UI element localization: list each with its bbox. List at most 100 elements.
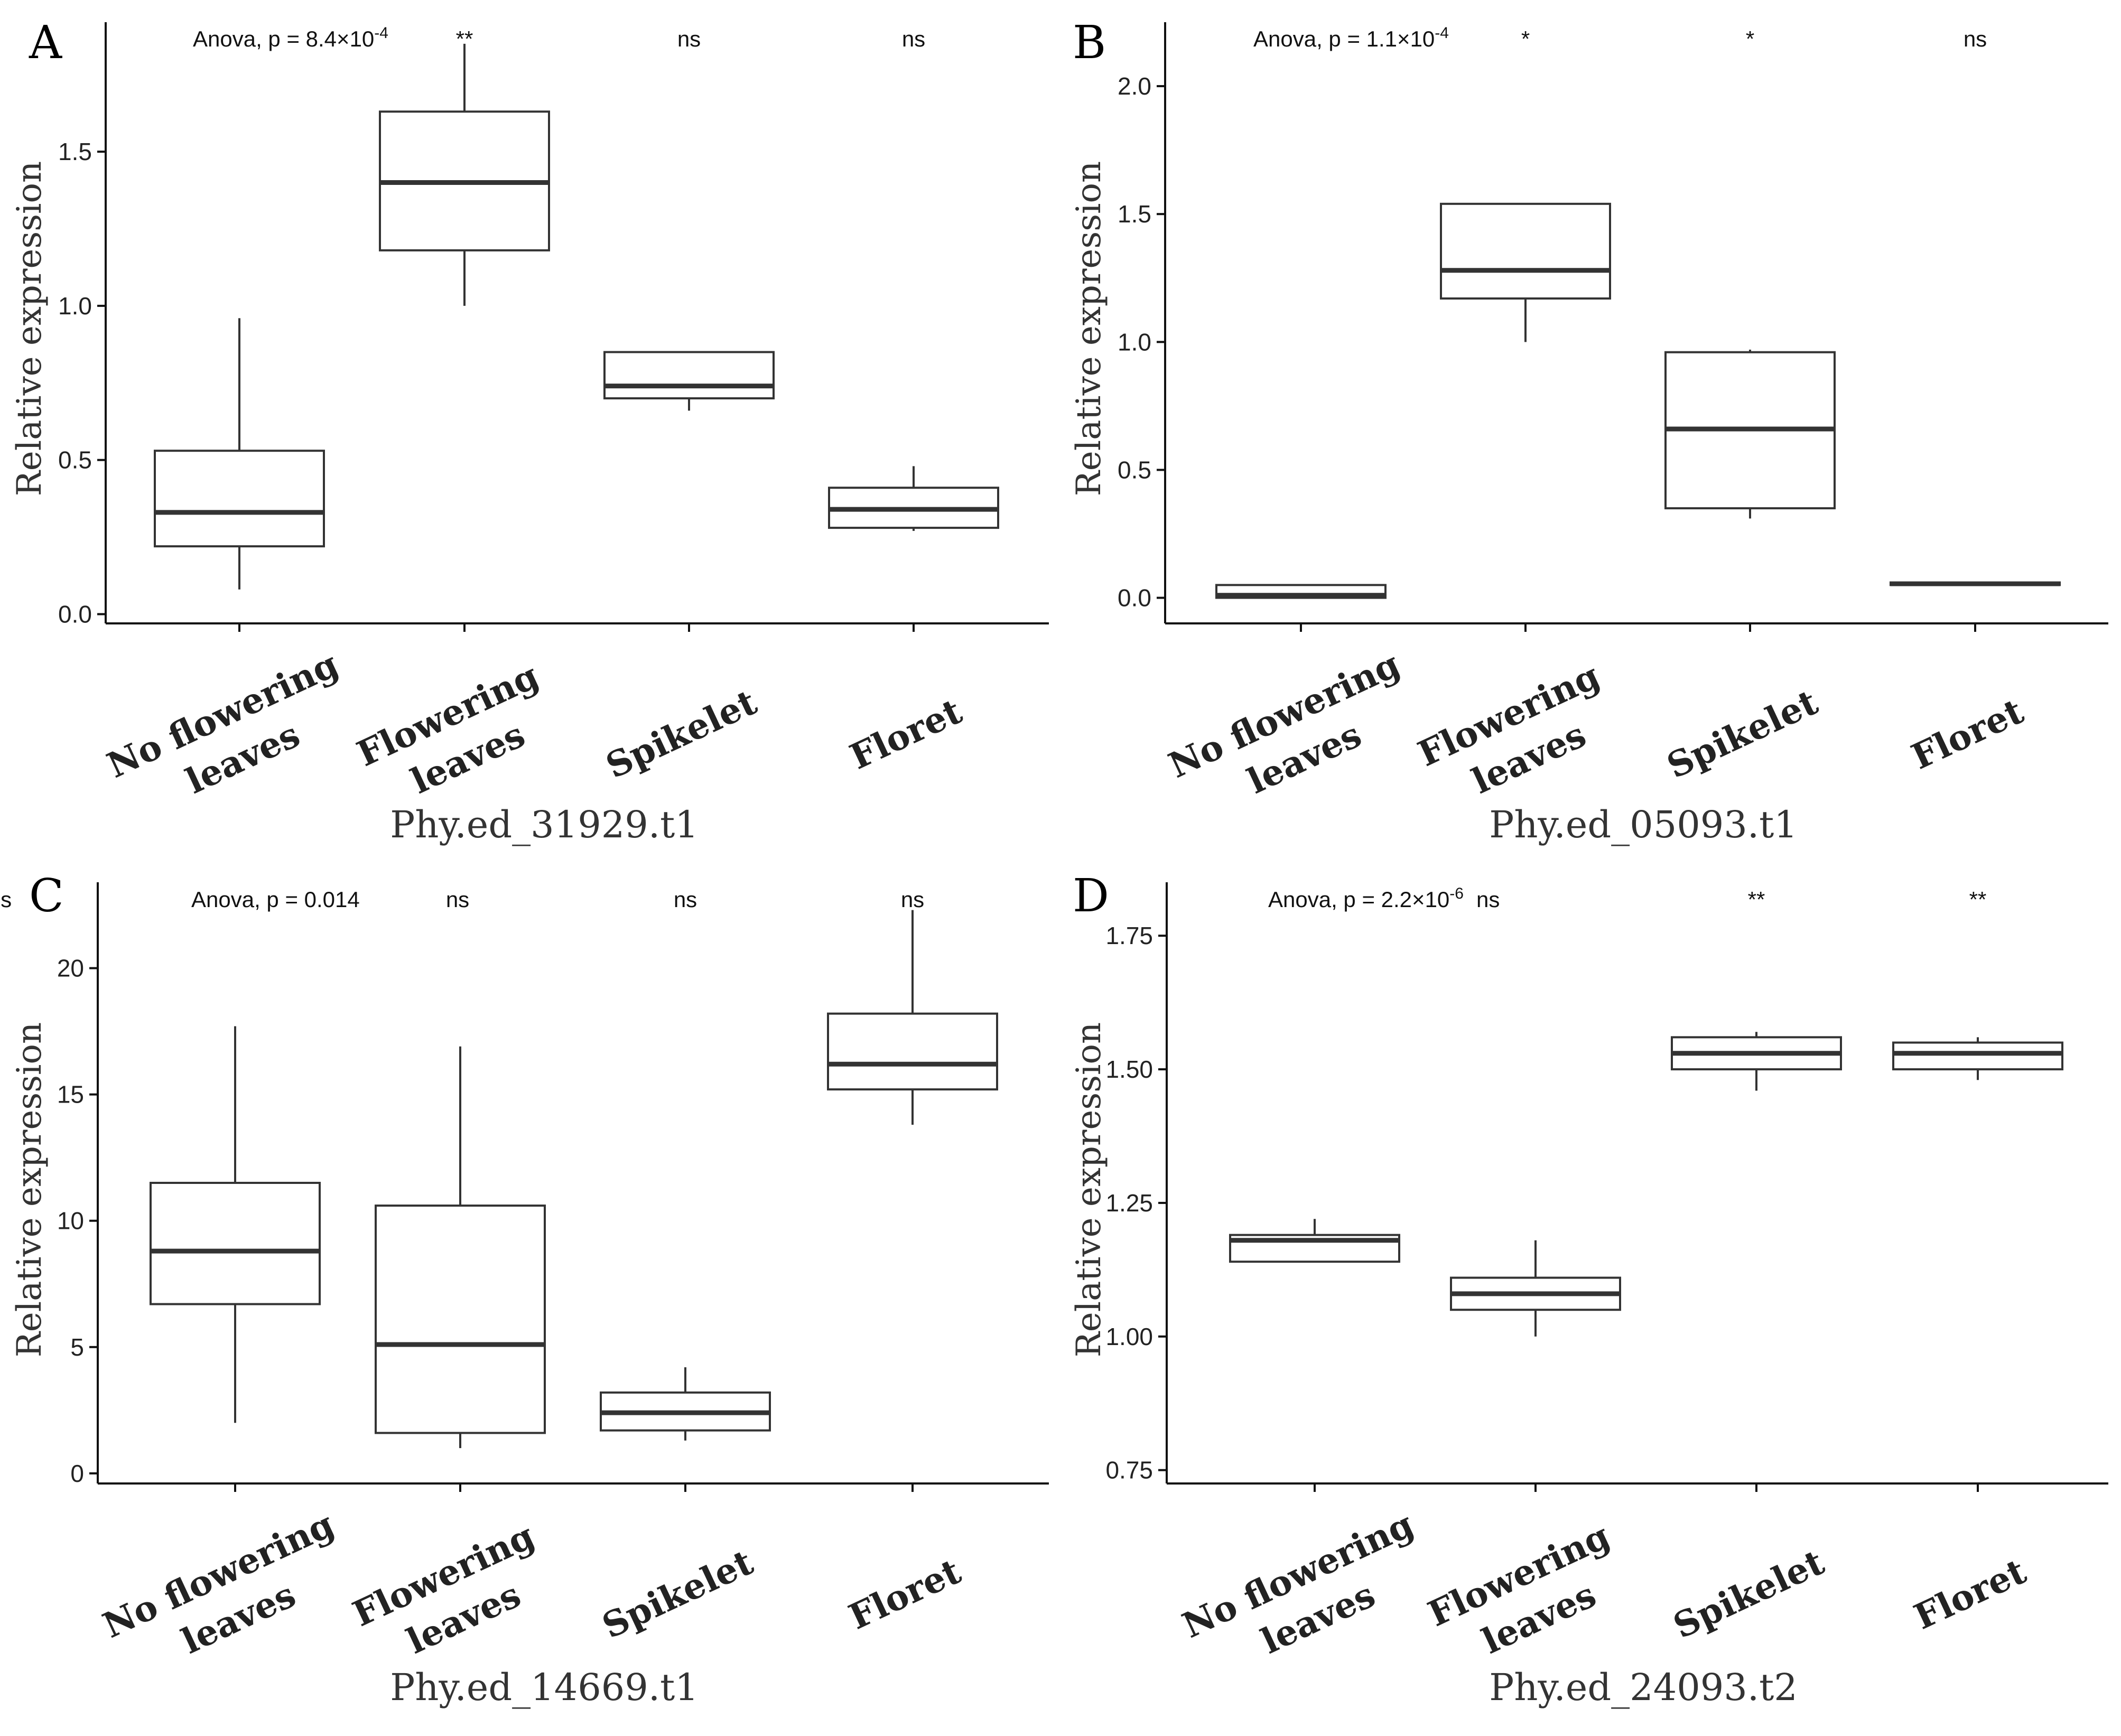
x-tick-label: Floret bbox=[1905, 690, 2030, 777]
iqr-box bbox=[375, 1205, 546, 1434]
y-tick-label: 20 bbox=[57, 955, 84, 982]
box-3: Floret ** bbox=[1892, 887, 2063, 1638]
y-tick-label: 1.00 bbox=[1105, 1323, 1153, 1350]
x-tick-label-line: Spikelet bbox=[1661, 681, 1824, 786]
x-axis-title: Phy.ed_05093.t1 bbox=[1489, 803, 1798, 846]
box-1: Floweringleaves ** bbox=[351, 26, 565, 818]
x-axis-title: Phy.ed_14669.t1 bbox=[390, 1666, 699, 1709]
box-2: Spikelet ** bbox=[1667, 887, 1842, 1647]
x-tick-label: Spikelet bbox=[596, 1541, 759, 1646]
y-tick-label: 1.5 bbox=[1118, 200, 1151, 228]
iqr-box bbox=[1892, 1041, 2063, 1071]
significance-label: ** bbox=[456, 26, 473, 51]
y-tick-label: 0.5 bbox=[58, 446, 92, 474]
y-tick-label: 0.0 bbox=[58, 600, 92, 628]
anova-prefix: Anova, p = bbox=[1253, 26, 1366, 51]
x-tick-label: Floret bbox=[1908, 1550, 2033, 1637]
x-tick-label-line: Floret bbox=[1908, 1550, 2033, 1637]
y-tick-label: 1.0 bbox=[1118, 328, 1151, 356]
anova-annotation: Anova, p = 8.4×10-4 bbox=[193, 24, 388, 51]
anova-mantissa: 2.2×10 bbox=[1381, 887, 1450, 912]
y-tick-label: 2.0 bbox=[1118, 72, 1151, 100]
x-tick-label: No floweringleaves bbox=[1162, 643, 1426, 829]
significance-label: * bbox=[1746, 26, 1754, 51]
x-tick-label: Floweringleaves bbox=[1422, 1515, 1636, 1678]
x-tick-label-line: Spikelet bbox=[600, 681, 763, 786]
x-tick-label: No floweringleaves bbox=[101, 643, 365, 829]
x-tick-label: No floweringleaves bbox=[97, 1504, 360, 1690]
anova-exponent: -4 bbox=[374, 24, 388, 42]
x-tick-label-line: Spikelet bbox=[1667, 1541, 1830, 1646]
y-tick-label: 1.75 bbox=[1105, 922, 1153, 949]
panel-A: A 0.0 0.5 1.0 1.5 Relative expression Phy.ed_3… bbox=[10, 16, 1049, 846]
box-0: No floweringleaves bbox=[1176, 1219, 1440, 1690]
panel-D: D 0.75 1.00 1.25 1.50 1.75 Relative expression… bbox=[1069, 870, 2108, 1709]
panel-B: B 0.0 0.5 1.0 1.5 2.0 Relative expression Phy.e… bbox=[1069, 16, 2108, 846]
y-tick-label: 5 bbox=[70, 1333, 84, 1361]
anova-prefix: Anova, p = bbox=[193, 26, 306, 51]
panel-letter: B bbox=[1073, 16, 1106, 69]
significance-label: ** bbox=[1748, 887, 1765, 912]
significance-label: ns bbox=[446, 887, 469, 912]
y-tick-label: 1.5 bbox=[58, 138, 92, 165]
x-tick-label: Floweringleaves bbox=[1412, 655, 1626, 818]
box-3: Floret ns bbox=[828, 26, 999, 778]
box-1: Floweringleaves * bbox=[1412, 26, 1626, 818]
significance-label: ns bbox=[901, 887, 924, 912]
x-tick-label: Floret bbox=[844, 690, 969, 777]
iqr-box bbox=[154, 450, 325, 548]
y-tick-label: 1.25 bbox=[1105, 1189, 1153, 1217]
anova-annotation: Anova, p = 1.1×10-4 bbox=[1253, 24, 1449, 51]
significance-label: * bbox=[1521, 26, 1530, 51]
significance-label: ns bbox=[674, 887, 697, 912]
significance-label: ns bbox=[1964, 26, 1987, 51]
x-tick-label-line: Floret bbox=[843, 1550, 968, 1637]
panel-letter: C bbox=[29, 870, 64, 922]
y-axis-label: Relative expression bbox=[1069, 1022, 1109, 1358]
y-tick-label: 0.5 bbox=[1118, 456, 1151, 483]
x-axis-title: Phy.ed_24093.t2 bbox=[1489, 1666, 1798, 1709]
y-tick-label: 0.75 bbox=[1105, 1457, 1153, 1484]
box-0: No floweringleaves bbox=[1162, 584, 1426, 829]
box-1: Floweringleaves ns bbox=[347, 887, 697, 1678]
anova-annotation: Anova, p = 2.2×10-6 ns bbox=[1268, 885, 1500, 912]
anova-extra: ns bbox=[1476, 887, 1500, 912]
x-tick-label: Spikelet bbox=[600, 681, 763, 786]
iqr-box bbox=[603, 351, 775, 399]
x-tick-label: Spikelet bbox=[1667, 1541, 1830, 1646]
x-tick-label: Floret bbox=[843, 1550, 968, 1637]
y-tick-label: 15 bbox=[57, 1081, 84, 1108]
panel-C: C 0 5 10 15 20 Relative expression Phy.ed_14669… bbox=[0, 870, 1049, 1709]
box-1: Floweringleaves bbox=[1422, 1240, 1636, 1678]
box-2: Spikelet ns bbox=[596, 887, 924, 1647]
panel-letter: D bbox=[1073, 870, 1109, 922]
y-tick-label: 0.0 bbox=[1118, 584, 1151, 612]
x-tick-label: Floweringleaves bbox=[351, 655, 565, 818]
iqr-box bbox=[827, 1012, 998, 1091]
y-tick-label: 1.50 bbox=[1105, 1056, 1153, 1083]
significance-label: ** bbox=[1969, 887, 1987, 912]
anova-exponent: -6 bbox=[1449, 885, 1464, 902]
significance-label: ns bbox=[0, 887, 12, 912]
iqr-box bbox=[150, 1182, 321, 1305]
iqr-box bbox=[1440, 202, 1611, 300]
anova-exponent: -4 bbox=[1435, 24, 1449, 42]
y-axis-label: Relative expression bbox=[1069, 161, 1109, 497]
box-3: Floret ns bbox=[1890, 26, 2061, 778]
anova-annotation: Anova, p = 0.014 bbox=[191, 887, 360, 912]
anova-mantissa: 8.4×10 bbox=[306, 26, 375, 51]
box-2: Spikelet ns bbox=[600, 26, 775, 787]
anova-prefix: Anova, p = 0.014 bbox=[191, 887, 360, 912]
y-axis-label: Relative expression bbox=[10, 161, 49, 497]
y-axis-label: Relative expression bbox=[10, 1022, 49, 1358]
significance-label: ns bbox=[677, 26, 701, 51]
x-tick-label-line: Floret bbox=[1905, 690, 2030, 777]
x-tick-label-line: Floret bbox=[844, 690, 969, 777]
x-tick-label: Floweringleaves bbox=[347, 1515, 561, 1678]
box-2: Spikelet * bbox=[1661, 26, 1836, 787]
x-tick-label: Spikelet bbox=[1661, 681, 1824, 786]
x-tick-label: No floweringleaves bbox=[1176, 1504, 1440, 1690]
box-0: No floweringleaves bbox=[101, 318, 365, 829]
anova-prefix: Anova, p = bbox=[1268, 887, 1381, 912]
